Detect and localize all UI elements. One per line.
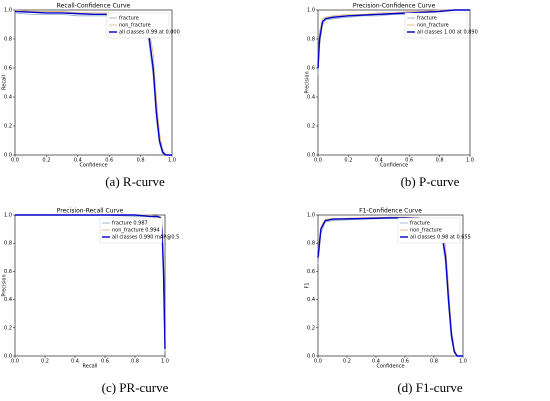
series-line: [317, 9, 470, 69]
y-tick-label: 0.6: [307, 269, 315, 275]
x-tick-label: 0.2: [41, 359, 49, 365]
legend-label: all classes 0.990 mAP@0.5: [112, 235, 179, 241]
y-tick-label: 0.0: [4, 153, 12, 159]
legend-label: non_fracture 0.994: [112, 228, 160, 234]
chart-title: Precision-Confidence Curve: [353, 3, 436, 10]
x-tick-label: 1.0: [161, 359, 169, 365]
x-tick-label: 0.4: [74, 158, 82, 164]
y-axis-label: Precision: [2, 274, 8, 296]
y-tick-label: 0.2: [4, 325, 12, 331]
y-tick-label: 0.0: [4, 354, 12, 360]
y-tick-label: 0.6: [307, 66, 315, 72]
x-tick-label: 0.2: [343, 359, 351, 365]
plot-frame: [317, 214, 464, 357]
x-tick-label: 0.2: [344, 158, 352, 164]
x-tick-label: 0.8: [430, 359, 438, 365]
x-tick-label: 0.8: [436, 158, 444, 164]
legend-label: all classes 0.99 at 0.000: [119, 30, 180, 36]
y-axis-label: Recall: [2, 75, 8, 90]
y-tick-label: 0.6: [4, 269, 12, 275]
chart-title: Precision-Recall Curve: [57, 208, 124, 215]
y-tick-label: 0.4: [4, 297, 12, 303]
x-tick-label: 0.8: [131, 359, 139, 365]
x-tick-label: 0.6: [105, 158, 113, 164]
y-tick-label: 0.8: [307, 37, 315, 43]
y-tick-label: 0.4: [307, 95, 315, 101]
y-tick-label: 1.0: [307, 213, 315, 219]
y-tick-label: 0.2: [4, 124, 12, 130]
plot-frame: [317, 9, 471, 156]
y-tick-label: 0.0: [307, 354, 315, 360]
caption: (c) PR-curve: [102, 380, 169, 395]
y-tick-label: 0.8: [4, 37, 12, 43]
y-axis-label: Precision: [305, 71, 311, 93]
y-tick-label: 1.0: [4, 8, 12, 14]
x-tick-label: 1.0: [168, 158, 176, 164]
caption: (b) P-curve: [401, 174, 460, 189]
y-axis-label: F1: [305, 282, 311, 288]
x-tick-label: 0.0: [314, 158, 322, 164]
x-tick-label: 0.4: [71, 359, 79, 365]
series-line: [15, 214, 166, 349]
x-tick-label: 0.8: [137, 158, 145, 164]
x-axis-label: Recall: [83, 364, 98, 370]
x-tick-label: 1.0: [459, 359, 467, 365]
legend-box: [404, 12, 468, 39]
y-tick-label: 0.6: [4, 66, 12, 72]
x-tick-label: 0.0: [11, 359, 19, 365]
legend-label: non_fracture: [410, 228, 442, 234]
y-tick-label: 0.8: [4, 241, 12, 247]
legend-label: fracture: [410, 221, 430, 227]
x-axis-label: Confidence: [380, 163, 408, 169]
caption: (a) R-curve: [105, 174, 165, 189]
legend-box: [106, 12, 170, 39]
x-tick-label: 0.4: [372, 359, 380, 365]
y-tick-label: 0.4: [4, 95, 12, 101]
plot-frame: [14, 9, 173, 156]
x-axis-label: Confidence: [376, 364, 404, 370]
y-tick-label: 0.8: [307, 241, 315, 247]
y-tick-label: 0.0: [307, 153, 315, 159]
legend-box: [397, 217, 461, 244]
caption: (d) F1-curve: [397, 380, 463, 395]
legend-label: fracture 0.987: [112, 221, 148, 227]
legend-label: non_fracture: [417, 23, 449, 29]
x-tick-label: 0.6: [101, 359, 109, 365]
y-tick-label: 0.2: [307, 325, 315, 331]
y-tick-label: 0.2: [307, 124, 315, 130]
x-tick-label: 0.4: [375, 158, 383, 164]
series-line: [317, 9, 470, 61]
legend-label: all classes 1.00 at 0.890: [417, 30, 478, 36]
x-tick-label: 0.6: [401, 359, 409, 365]
y-tick-label: 0.4: [307, 297, 315, 303]
chart-title: Recall-Confidence Curve: [57, 3, 131, 10]
legend-label: fracture: [417, 16, 437, 22]
x-tick-label: 1.0: [466, 158, 474, 164]
x-tick-label: 0.0: [11, 158, 19, 164]
legend-label: all classes 0.98 at 0.655: [410, 235, 471, 241]
legend-box: [99, 217, 163, 244]
legend-label: non_fracture: [119, 23, 151, 29]
x-axis-label: Confidence: [79, 163, 107, 169]
x-tick-label: 0.0: [314, 359, 322, 365]
y-tick-label: 1.0: [4, 213, 12, 219]
x-tick-label: 0.2: [42, 158, 50, 164]
legend-label: fracture: [119, 16, 139, 22]
chart-title: F1-Confidence Curve: [359, 208, 422, 215]
x-tick-label: 0.6: [405, 158, 413, 164]
y-tick-label: 1.0: [307, 8, 315, 14]
